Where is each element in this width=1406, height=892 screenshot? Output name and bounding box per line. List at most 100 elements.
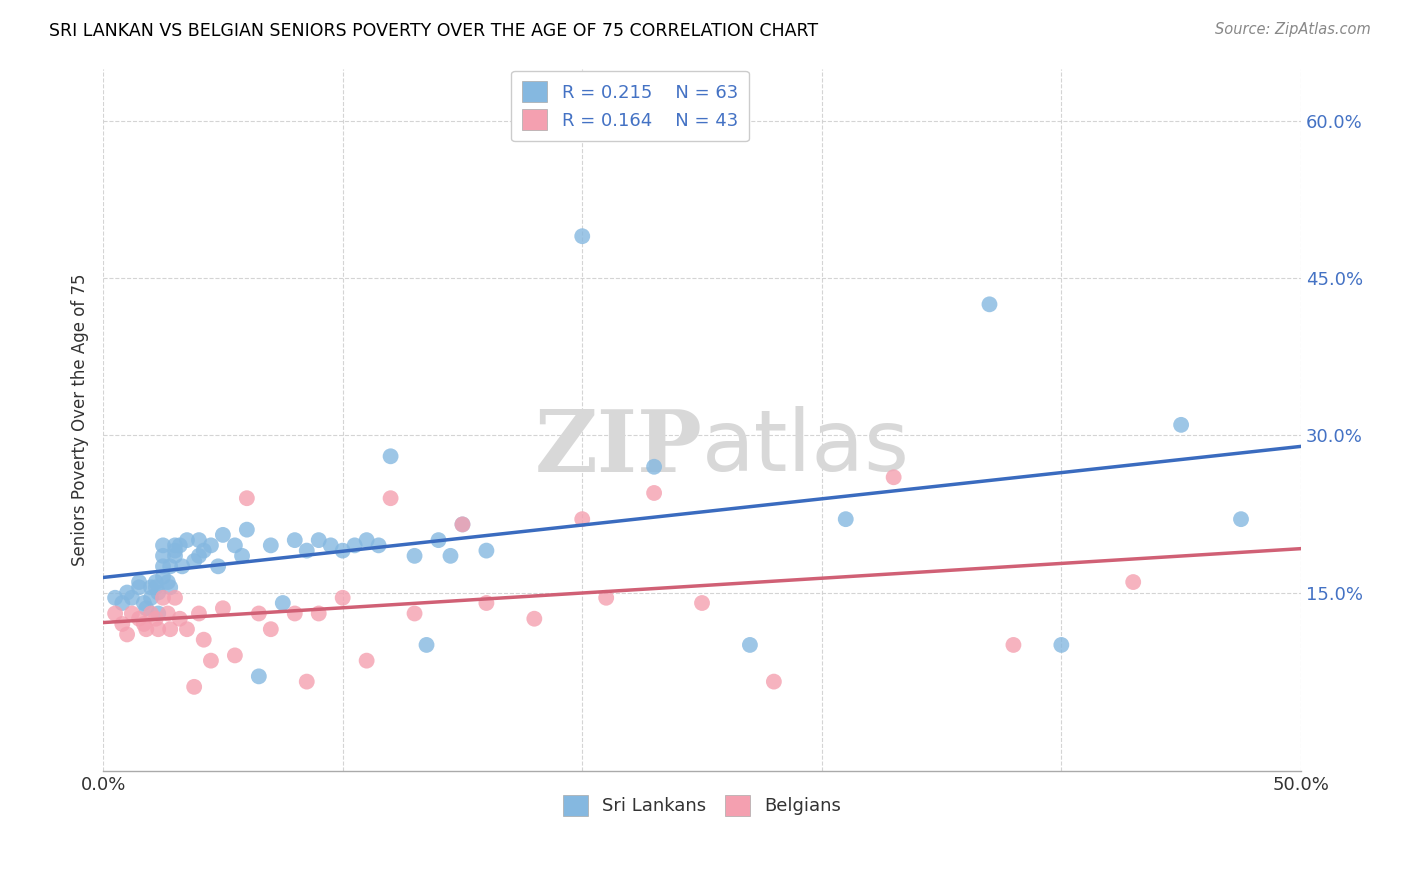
Point <box>404 549 426 563</box>
Point <box>224 648 246 663</box>
Point <box>643 459 665 474</box>
Point <box>104 591 127 605</box>
Point <box>231 549 253 563</box>
Point <box>176 622 198 636</box>
Text: SRI LANKAN VS BELGIAN SENIORS POVERTY OVER THE AGE OF 75 CORRELATION CHART: SRI LANKAN VS BELGIAN SENIORS POVERTY OV… <box>49 22 818 40</box>
Point <box>148 607 170 621</box>
Point <box>163 591 186 605</box>
Point <box>135 601 157 615</box>
Point <box>152 591 174 605</box>
Point <box>979 297 1001 311</box>
Point <box>207 559 229 574</box>
Point <box>284 533 307 548</box>
Point <box>159 622 181 636</box>
Point <box>188 607 211 621</box>
Point <box>236 523 259 537</box>
Point <box>212 528 235 542</box>
Point <box>193 632 215 647</box>
Point <box>475 596 498 610</box>
Point <box>356 654 378 668</box>
Point <box>475 543 498 558</box>
Point <box>835 512 858 526</box>
Point <box>451 517 474 532</box>
Point <box>145 612 167 626</box>
Text: ZIP: ZIP <box>534 406 702 490</box>
Point <box>104 607 127 621</box>
Point <box>332 543 354 558</box>
Point <box>163 543 186 558</box>
Point <box>148 622 170 636</box>
Text: Source: ZipAtlas.com: Source: ZipAtlas.com <box>1215 22 1371 37</box>
Legend: Sri Lankans, Belgians: Sri Lankans, Belgians <box>554 786 851 825</box>
Point <box>169 612 191 626</box>
Point <box>260 538 283 552</box>
Point <box>247 607 270 621</box>
Point <box>236 491 259 506</box>
Point <box>163 549 186 563</box>
Point <box>319 538 342 552</box>
Point <box>200 538 222 552</box>
Point <box>148 585 170 599</box>
Point <box>1170 417 1192 432</box>
Text: atlas: atlas <box>702 406 910 489</box>
Point <box>115 585 138 599</box>
Point <box>883 470 905 484</box>
Point <box>145 575 167 590</box>
Point <box>1230 512 1253 526</box>
Point <box>247 669 270 683</box>
Point <box>139 607 162 621</box>
Point <box>308 607 330 621</box>
Point <box>451 517 474 532</box>
Point <box>183 680 205 694</box>
Point <box>1122 575 1144 590</box>
Point <box>212 601 235 615</box>
Point <box>690 596 713 610</box>
Point <box>595 591 617 605</box>
Point <box>260 622 283 636</box>
Point <box>200 654 222 668</box>
Point <box>188 533 211 548</box>
Point <box>128 612 150 626</box>
Point <box>295 543 318 558</box>
Point <box>145 580 167 594</box>
Point <box>172 559 194 574</box>
Point <box>176 533 198 548</box>
Point <box>523 612 546 626</box>
Point <box>193 543 215 558</box>
Point <box>271 596 294 610</box>
Point <box>128 580 150 594</box>
Point <box>111 617 134 632</box>
Point <box>367 538 389 552</box>
Point <box>152 549 174 563</box>
Point <box>163 538 186 552</box>
Point <box>159 559 181 574</box>
Point <box>571 229 593 244</box>
Point <box>1002 638 1025 652</box>
Point <box>132 617 155 632</box>
Point <box>159 580 181 594</box>
Point <box>224 538 246 552</box>
Point <box>135 622 157 636</box>
Point <box>295 674 318 689</box>
Point <box>380 450 402 464</box>
Point <box>738 638 761 652</box>
Point <box>415 638 437 652</box>
Point <box>121 591 143 605</box>
Point <box>156 607 179 621</box>
Point <box>439 549 461 563</box>
Point <box>169 538 191 552</box>
Point <box>183 554 205 568</box>
Point <box>139 580 162 594</box>
Point <box>128 575 150 590</box>
Point <box>762 674 785 689</box>
Point <box>332 591 354 605</box>
Point <box>1050 638 1073 652</box>
Point <box>427 533 450 548</box>
Point <box>380 491 402 506</box>
Point <box>152 559 174 574</box>
Point <box>121 607 143 621</box>
Point <box>643 486 665 500</box>
Point <box>343 538 366 552</box>
Point <box>152 538 174 552</box>
Point <box>356 533 378 548</box>
